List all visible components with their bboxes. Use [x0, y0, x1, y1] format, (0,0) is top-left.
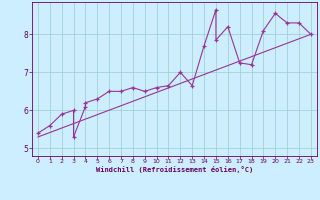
X-axis label: Windchill (Refroidissement éolien,°C): Windchill (Refroidissement éolien,°C) — [96, 166, 253, 173]
